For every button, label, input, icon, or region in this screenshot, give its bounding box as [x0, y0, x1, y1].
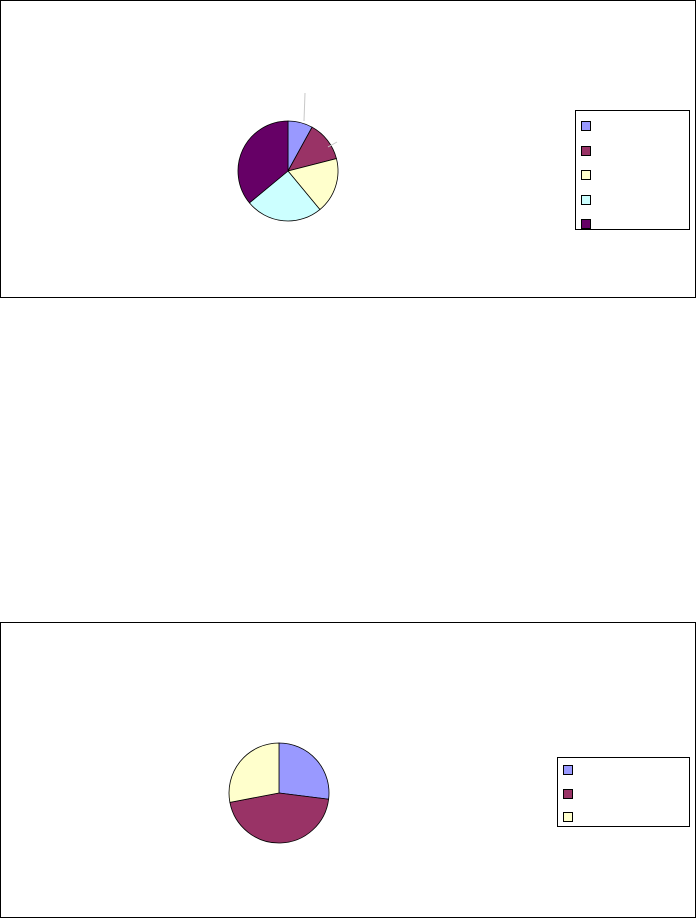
legend-2-swatch-2 — [563, 788, 573, 799]
legend-1 — [575, 110, 690, 230]
legend-1-item-4 — [581, 194, 597, 205]
pie-1-slice-4 — [248, 170, 321, 222]
legend-1-item-3 — [581, 170, 597, 180]
legend-2-item-2 — [563, 788, 579, 799]
legend-1-item-2 — [581, 145, 597, 156]
legend-1-item-5 — [581, 219, 597, 229]
pie-1-leader-line-2 — [327, 141, 338, 148]
legend-1-swatch-4 — [581, 194, 591, 205]
legend-2 — [557, 757, 690, 827]
legend-2-swatch-1 — [563, 765, 573, 775]
pie-chart-1 — [237, 92, 339, 222]
pie-1-slice-5 — [237, 120, 289, 204]
legend-2-item-3 — [563, 812, 579, 822]
pie-1-leader-line-1 — [303, 92, 306, 122]
pie-2-slice-1 — [278, 742, 330, 800]
legend-1-item-1 — [581, 121, 597, 131]
legend-1-swatch-5 — [581, 219, 591, 229]
legend-1-swatch-2 — [581, 145, 591, 156]
legend-2-item-1 — [563, 765, 579, 775]
pie-2-slice-2 — [229, 792, 330, 844]
legend-2-swatch-3 — [563, 812, 573, 822]
pie-chart-2 — [228, 742, 330, 844]
legend-1-swatch-1 — [581, 121, 591, 131]
pie-2-slice-3 — [228, 742, 280, 803]
pie-1-slice-3 — [287, 158, 339, 211]
legend-1-swatch-3 — [581, 170, 591, 180]
